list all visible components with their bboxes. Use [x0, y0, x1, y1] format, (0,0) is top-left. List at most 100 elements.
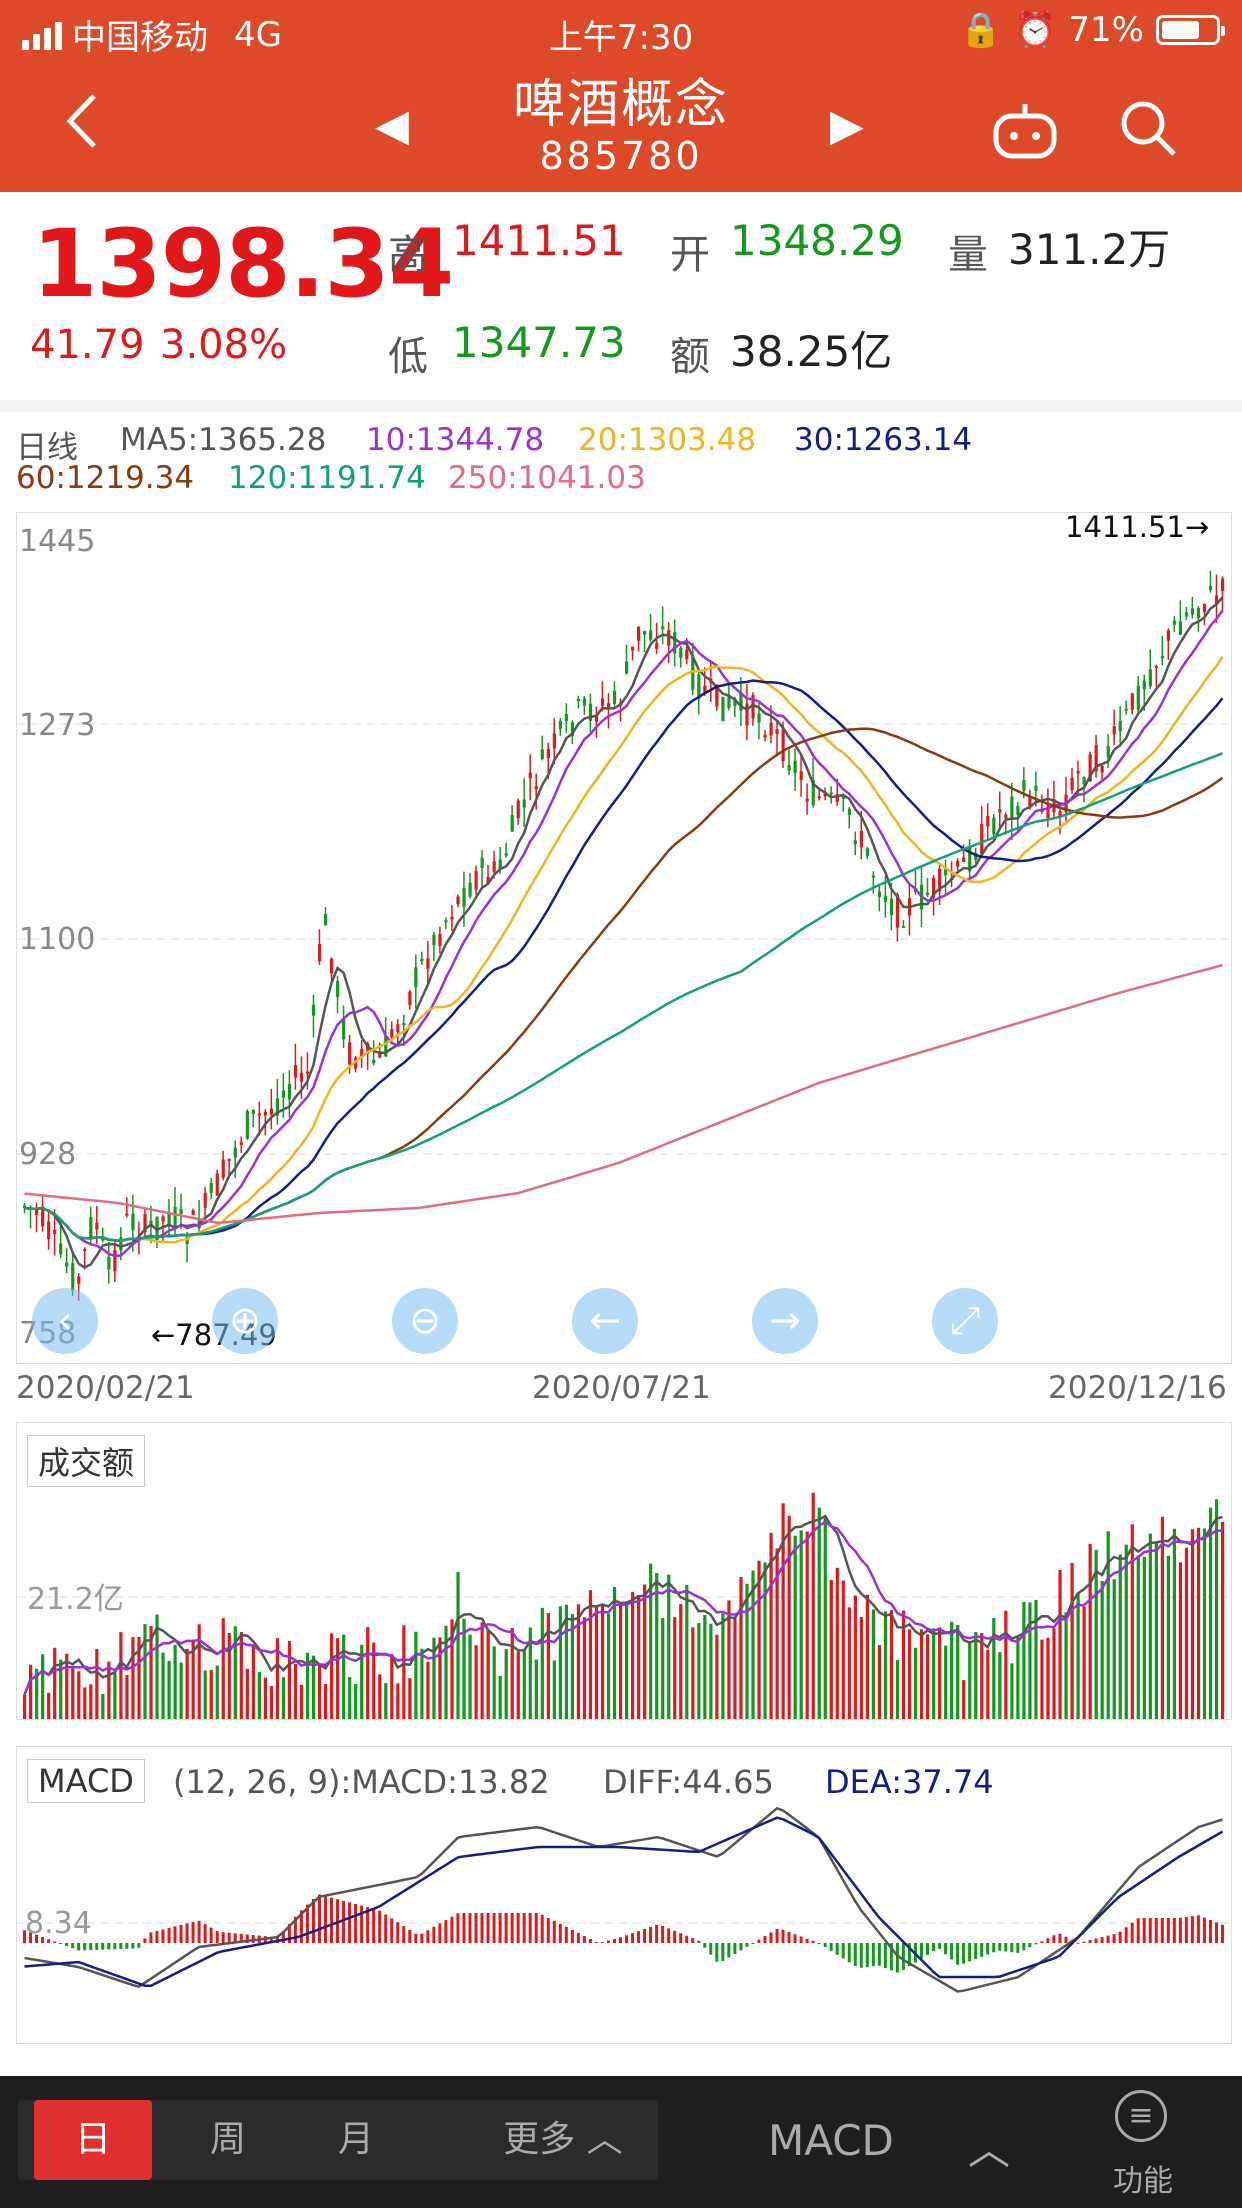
candle-body [1220, 578, 1225, 592]
chevron-up-icon[interactable]: ︿ [968, 2125, 1011, 2174]
amount-bar [414, 1631, 418, 1719]
macd-bar [859, 1943, 863, 1968]
candle-body [59, 1243, 63, 1255]
macd-bar [402, 1926, 406, 1943]
amount-bar [919, 1629, 924, 1719]
next-stock-icon[interactable]: ▶ [830, 100, 864, 151]
amount-bar [739, 1577, 743, 1719]
amount-bar [378, 1674, 382, 1719]
macd-bar [1004, 1943, 1008, 1952]
amount-bar [179, 1662, 183, 1719]
amount-bar [498, 1675, 502, 1719]
macd-bar [324, 1896, 327, 1943]
macd-bar [679, 1933, 683, 1943]
expand-icon[interactable]: ⤢ [932, 1288, 998, 1354]
amount-chart[interactable]: 21.2亿 成交额 [16, 1422, 1233, 1720]
macd-bar [444, 1920, 448, 1943]
kline-chart[interactable]: 1445 1273 1100 928 758 1411.51→ ←787.49 [16, 510, 1233, 1365]
low-label: 低 [388, 334, 428, 380]
macd-bar [360, 1905, 364, 1943]
candle-body [847, 808, 851, 816]
macd-bar [1052, 1935, 1056, 1943]
macd-bar [775, 1928, 779, 1943]
amount-bar [913, 1647, 918, 1719]
amount-bar [480, 1622, 484, 1719]
macd-bar [841, 1943, 845, 1959]
amount-bar [793, 1535, 797, 1719]
macd-bar [89, 1943, 93, 1951]
robot-icon[interactable] [990, 100, 1060, 162]
candle-body [823, 792, 827, 797]
search-icon[interactable] [1118, 98, 1178, 158]
macd-bar [1178, 1917, 1182, 1943]
pan-left-icon[interactable]: ‹ [32, 1288, 98, 1354]
macd-tag[interactable]: MACD [27, 1759, 145, 1803]
ma30-line [24, 679, 1224, 1243]
macd-bar [125, 1943, 129, 1949]
macd-bar [1106, 1935, 1110, 1943]
amount-bar [1034, 1600, 1038, 1719]
candle-body [1190, 608, 1195, 615]
candle-body [1166, 630, 1170, 641]
macd-level-label: 8.34 [25, 1906, 92, 1941]
amount-bar [299, 1684, 304, 1719]
low-value: 1347.73 [452, 318, 626, 367]
tab-day[interactable]: 日 [34, 2100, 152, 2180]
candle-body [612, 690, 617, 704]
candle-body [83, 1248, 87, 1251]
candle-body [799, 771, 803, 781]
candle-body [450, 916, 454, 920]
macd-bar [938, 1943, 942, 1949]
back-icon[interactable] [60, 92, 108, 150]
candle-body [1118, 720, 1122, 732]
bottom-bar: 日 周 月 更多 ︿ MACD ︿ ≡ 功能 [0, 2076, 1242, 2208]
macd-bar [396, 1922, 400, 1943]
candle-body [215, 1173, 219, 1196]
macd-bar [1196, 1915, 1200, 1943]
amount-bar [715, 1634, 719, 1719]
function-label[interactable]: 功能 [1113, 2164, 1173, 2199]
arrow-right-icon[interactable]: → [752, 1288, 818, 1354]
candle-body [1136, 685, 1140, 710]
amount-bar [468, 1634, 472, 1719]
candle-body [932, 878, 936, 898]
macd-bar [739, 1943, 743, 1951]
amount-bar [1112, 1579, 1116, 1719]
amount-svg: 21.2亿 [17, 1492, 1233, 1719]
macd-bar [1118, 1931, 1122, 1943]
amount-bar [1100, 1580, 1104, 1719]
macd-bar [853, 1943, 857, 1966]
tab-month[interactable]: 月 [337, 2119, 374, 2160]
indicator-selector[interactable]: MACD [768, 2116, 894, 2165]
amount-bar [438, 1637, 442, 1719]
amount-bar [703, 1614, 707, 1719]
candle-body [998, 809, 1002, 813]
candle-body [944, 868, 948, 876]
amount-bar [877, 1645, 882, 1719]
candle-body [733, 698, 737, 707]
more-menu[interactable]: 更多 ︿ [488, 2100, 638, 2180]
amount-bar [576, 1604, 581, 1719]
macd-bar [769, 1932, 773, 1943]
macd-bar [41, 1937, 45, 1943]
macd-bar [968, 1943, 972, 1962]
candle-body [643, 631, 647, 635]
zoom-out-icon[interactable]: ⊖ [392, 1288, 458, 1354]
macd-bar [287, 1924, 291, 1943]
amount-bar [227, 1633, 231, 1719]
zoom-in-icon[interactable]: ⊕ [212, 1288, 278, 1354]
menu-icon[interactable]: ≡ [1115, 2090, 1167, 2142]
amount-bar [317, 1665, 322, 1719]
candle-body [35, 1208, 39, 1216]
candle-body [926, 892, 930, 895]
amount-tag[interactable]: 成交额 [27, 1435, 146, 1487]
arrow-left-icon[interactable]: ← [572, 1288, 638, 1354]
battery-icon [1156, 15, 1225, 45]
kline-svg[interactable]: 1445 1273 1100 928 758 1411.51→ ←787.49 [17, 510, 1233, 1365]
prev-stock-icon[interactable]: ◀ [375, 100, 409, 151]
macd-chart[interactable]: 8.34 MACD (12, 26, 9):MACD:13.82 DIFF:44… [16, 1746, 1233, 2044]
tab-week[interactable]: 周 [209, 2119, 246, 2160]
amount-bar [1040, 1639, 1044, 1719]
candle-body [685, 649, 689, 660]
candle-body [366, 1043, 370, 1054]
